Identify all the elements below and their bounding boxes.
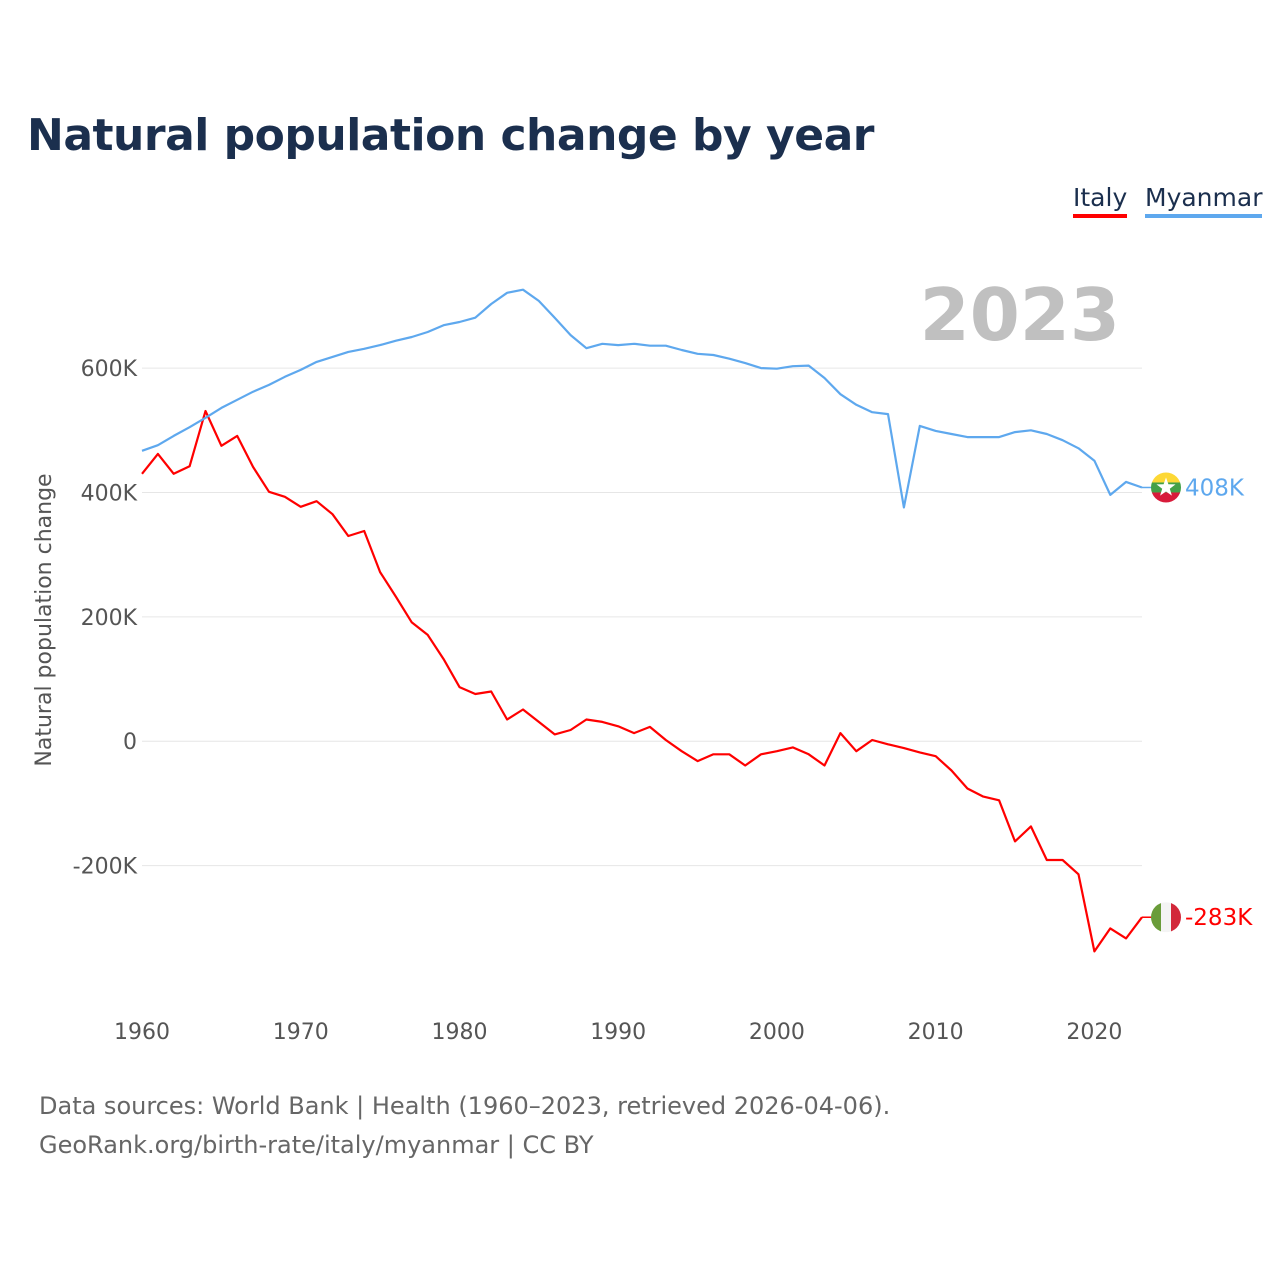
legend-item-myanmar[interactable]: Myanmar xyxy=(1145,183,1263,218)
source-line: Data sources: World Bank | Health (1960–… xyxy=(39,1092,891,1120)
chart-title: Natural population change by year xyxy=(27,110,874,161)
x-tick-label: 2000 xyxy=(749,1020,805,1045)
x-tick-label: 2010 xyxy=(908,1020,964,1045)
y-tick-label: 400K xyxy=(81,481,138,506)
end-value-label-myanmar: 408K xyxy=(1185,475,1245,501)
series-line-italy xyxy=(141,409,1143,953)
x-tick-label: 1990 xyxy=(590,1020,646,1045)
y-tick-label: -200K xyxy=(73,855,138,880)
legend-item-italy[interactable]: Italy xyxy=(1073,183,1128,218)
x-tick-label: 1980 xyxy=(431,1020,487,1045)
current-year-label: 2023 xyxy=(920,273,1120,357)
y-tick-label: 600K xyxy=(81,357,138,382)
x-tick-label: 1970 xyxy=(273,1020,329,1045)
series-line-myanmar xyxy=(141,288,1143,509)
y-tick-label: 0 xyxy=(123,730,137,755)
myanmar-flag-icon xyxy=(1151,472,1181,503)
x-tick-label: 2020 xyxy=(1066,1020,1122,1045)
y-tick-label: 200K xyxy=(81,606,138,631)
source-note: Data sources: World Bank | Health (1960–… xyxy=(39,1087,890,1165)
y-axis-label: Natural population change xyxy=(32,473,57,766)
source-link[interactable]: GeoRank.org/birth-rate/italy/myanmar | C… xyxy=(39,1131,594,1159)
x-tick-label: 1960 xyxy=(114,1020,170,1045)
end-value-label-italy: -283K xyxy=(1185,905,1253,931)
italy-flag-icon xyxy=(1151,902,1181,933)
